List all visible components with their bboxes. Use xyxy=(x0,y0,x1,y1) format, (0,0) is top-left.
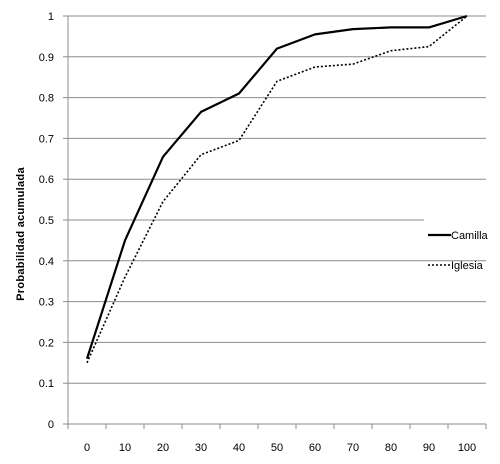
y-tick-label: 0.7 xyxy=(39,133,54,145)
x-tick-label: 10 xyxy=(119,442,131,454)
y-tick-labels: 0 0.1 0.2 0.3 0.4 0.5 0.6 0.7 0.8 0.9 1 xyxy=(39,11,54,431)
x-tick-labels: 0 10 20 30 40 50 60 70 80 90 100 xyxy=(84,442,476,454)
x-tick-label: 100 xyxy=(458,442,476,454)
series-line-iglesia xyxy=(86,15,468,364)
y-tick-label: 0.8 xyxy=(39,93,54,105)
y-tick-label: 0.1 xyxy=(39,378,54,390)
gridlines xyxy=(68,15,486,384)
y-tick-label: 0.9 xyxy=(39,52,54,64)
x-tick-label: 0 xyxy=(84,442,90,454)
y-axis-label: Probabilidad acumulada xyxy=(15,167,27,301)
y-tick-label: 0.3 xyxy=(39,297,54,309)
x-tick-label: 60 xyxy=(309,442,321,454)
y-tick-label: 0 xyxy=(48,419,54,431)
legend-label-iglesia: Iglesia xyxy=(451,260,484,272)
y-tick-label: 0.2 xyxy=(39,337,54,349)
x-tick-label: 50 xyxy=(271,442,283,454)
y-tick-label: 1 xyxy=(48,11,54,23)
x-tick-label: 80 xyxy=(385,442,397,454)
series-line-camilla xyxy=(85,14,468,360)
axes xyxy=(63,15,487,429)
legend-label-camilla: Camilla xyxy=(451,230,489,242)
x-tick-label: 40 xyxy=(233,442,245,454)
y-tick-label: 0.4 xyxy=(39,256,54,268)
x-tick-label: 20 xyxy=(157,442,169,454)
x-tick-label: 30 xyxy=(195,442,207,454)
x-tick-label: 90 xyxy=(423,442,435,454)
x-tick-label: 70 xyxy=(347,442,359,454)
legend: Camilla Iglesia xyxy=(428,230,489,272)
series-lines xyxy=(85,14,468,364)
y-tick-label: 0.6 xyxy=(39,174,54,186)
y-tick-label: 0.5 xyxy=(39,215,54,227)
